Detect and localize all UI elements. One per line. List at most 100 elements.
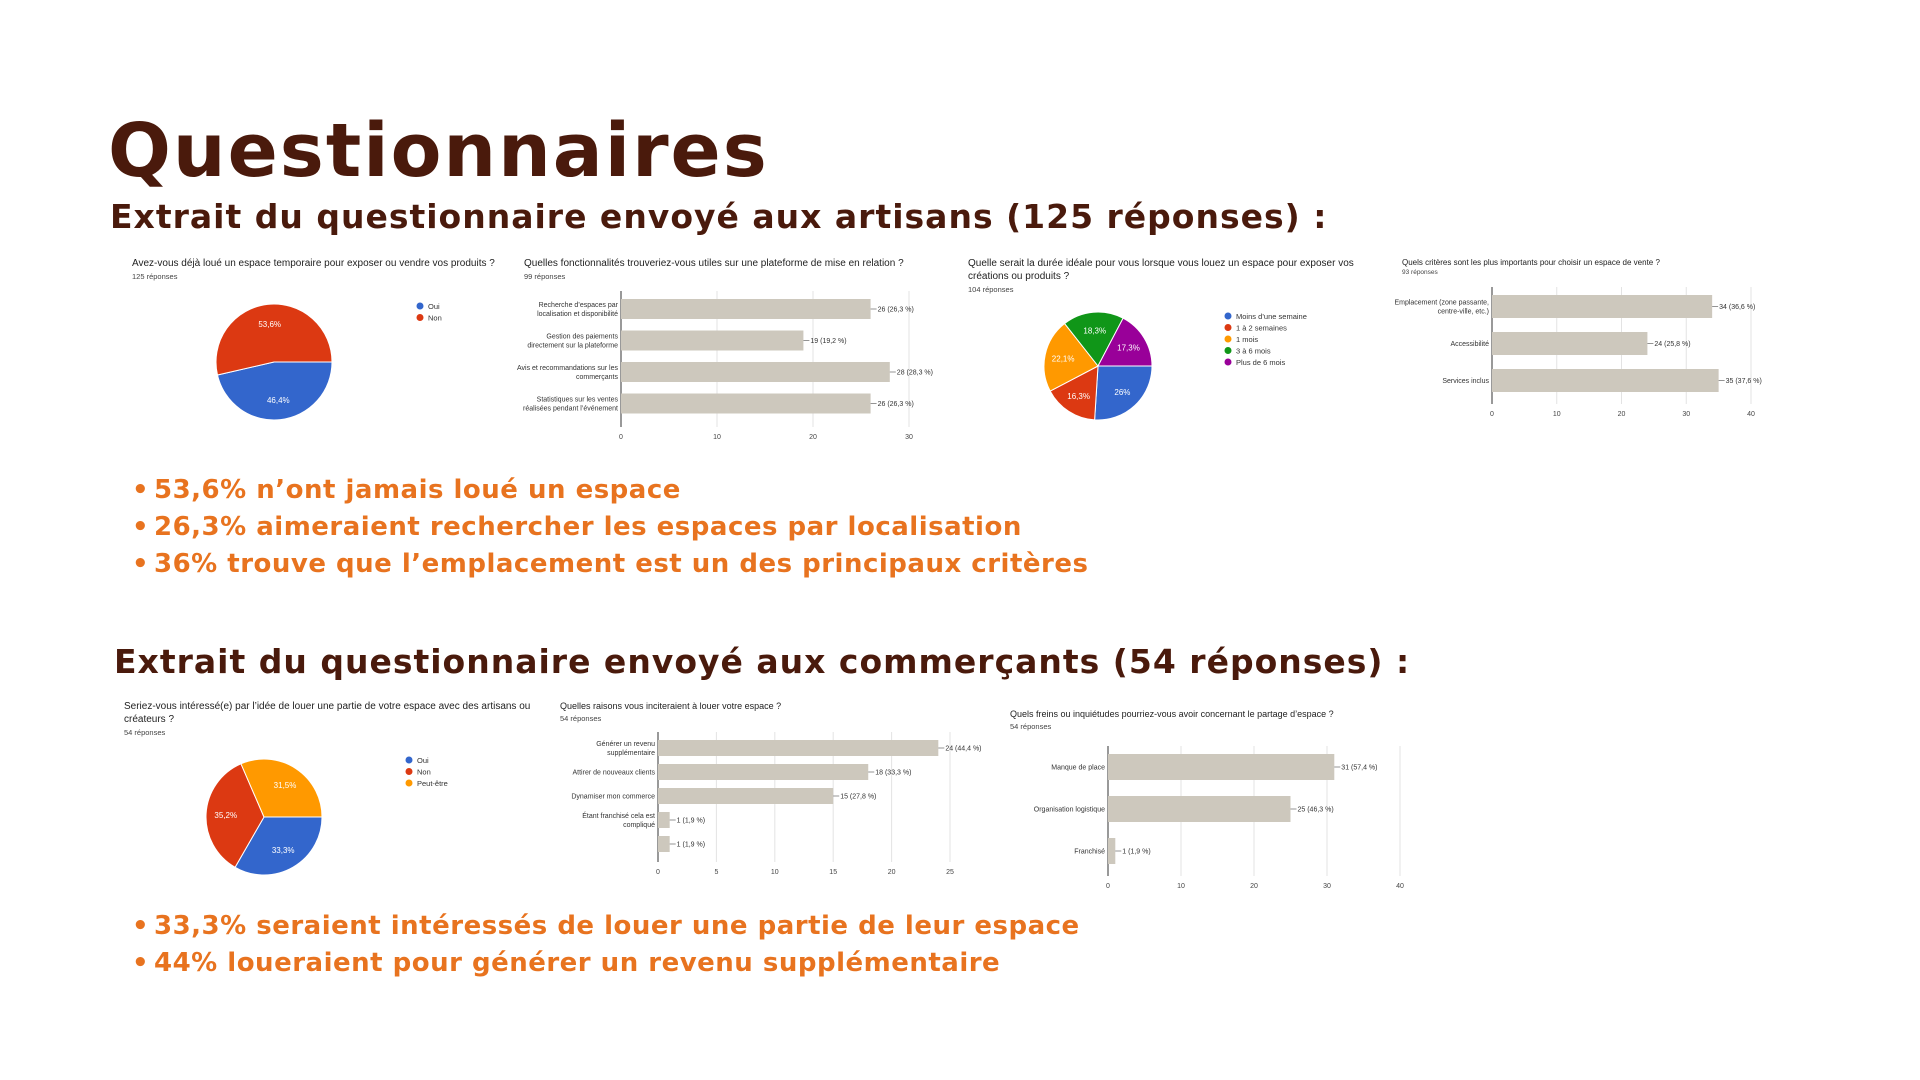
tick-label: 20 bbox=[1618, 411, 1626, 418]
bar bbox=[1108, 796, 1291, 822]
bar bbox=[658, 812, 670, 828]
bullet-dot: • bbox=[132, 911, 150, 941]
legend-label: Non bbox=[417, 768, 431, 777]
legend-swatch bbox=[1224, 347, 1232, 354]
slice-label: 33,3% bbox=[272, 846, 295, 855]
chart-response-count: 54 réponses bbox=[124, 728, 166, 737]
tick-label: 10 bbox=[1177, 883, 1185, 890]
slice-label: 53,6% bbox=[258, 320, 281, 329]
tick-label: 10 bbox=[1553, 411, 1561, 418]
slice-label: 26% bbox=[1114, 388, 1130, 397]
bar bbox=[1108, 754, 1335, 780]
bar bbox=[621, 330, 804, 351]
bar-chart-svg: 0 10 20 30 40 34 (36,6 %) Emplacement (zone pa… bbox=[1394, 287, 1762, 418]
tick-label: 20 bbox=[809, 434, 817, 441]
category-label: Avis et recommandations sur les bbox=[517, 365, 619, 372]
bar bbox=[658, 740, 939, 756]
tick-label: 30 bbox=[1682, 411, 1690, 418]
category-label: compliqué bbox=[623, 822, 655, 829]
slice-label: 35,2% bbox=[214, 811, 237, 820]
slice-label: 18,3% bbox=[1083, 327, 1106, 336]
bullet-dot: • bbox=[132, 475, 150, 505]
category-label: Dynamiser mon commerce bbox=[571, 794, 655, 801]
bar bbox=[621, 393, 871, 414]
tick-label: 40 bbox=[1396, 883, 1404, 890]
legend-swatch bbox=[1224, 312, 1232, 320]
chart-response-count: 54 réponses bbox=[1010, 722, 1052, 731]
pie-slice bbox=[234, 816, 323, 876]
legend-label: 3 à 6 mois bbox=[1236, 347, 1271, 356]
bar bbox=[1492, 295, 1713, 318]
category-label: supplémentaire bbox=[607, 750, 655, 757]
category-label: Étant franchisé cela est bbox=[582, 811, 655, 820]
category-label: Gestion des paiements bbox=[546, 334, 618, 341]
finding-text: 44% loueraient pour générer un revenu su… bbox=[154, 948, 1001, 978]
data-label: 24 (44,4 %) bbox=[945, 746, 981, 753]
bar bbox=[1492, 332, 1648, 355]
tick-label: 0 bbox=[1490, 411, 1494, 418]
bar-chart-rental-reasons: Quelles raisons vous inciteraient à loue… bbox=[560, 700, 982, 880]
tick-label: 15 bbox=[829, 869, 837, 876]
tick-label: 0 bbox=[656, 869, 660, 876]
legend-label: Oui bbox=[428, 302, 440, 311]
pie-chart-sharing-interest: Seriez-vous intéressé(e) par l’idée de l… bbox=[124, 700, 554, 880]
chart-response-count: 93 réponses bbox=[1402, 269, 1438, 276]
legend-swatch bbox=[405, 756, 413, 764]
category-label: réalisées pendant l’événement bbox=[523, 406, 618, 413]
bar-chart-selection-criteria: Quels critères sont les plus importants … bbox=[1394, 256, 1782, 418]
bar bbox=[621, 362, 890, 382]
legend-label: Plus de 6 mois bbox=[1236, 358, 1285, 367]
chart-question: Quels freins ou inquiétudes pourriez-vou… bbox=[1010, 709, 1334, 719]
category-label: Emplacement (zone passante, bbox=[1394, 300, 1489, 307]
category-label: Recherche d’espaces par bbox=[539, 302, 619, 309]
legend-swatch bbox=[1224, 358, 1232, 366]
data-label: 18 (33,3 %) bbox=[875, 770, 911, 777]
pie-slice bbox=[1049, 365, 1099, 421]
legend-label: Oui bbox=[417, 756, 429, 765]
finding-item: • 44% loueraient pour générer un revenu s… bbox=[132, 945, 1080, 982]
legend-label: 1 à 2 semaines bbox=[1236, 324, 1287, 333]
bar-chart-svg: 0 10 20 30 40 31 (57,4 %) Manque de place 25 (4… bbox=[1034, 746, 1404, 890]
category-label: Franchisé bbox=[1074, 849, 1105, 856]
data-label: 26 (26,3 %) bbox=[878, 401, 914, 408]
tick-label: 30 bbox=[1323, 883, 1331, 890]
data-label: 15 (27,8 %) bbox=[840, 794, 876, 801]
data-label: 1 (1,9 %) bbox=[1122, 849, 1150, 856]
data-label: 1 (1,9 %) bbox=[677, 818, 705, 825]
bar bbox=[1108, 838, 1116, 864]
pie-chart-svg: 33,3% 35,2% 31,5% Oui Non Peut-être bbox=[205, 756, 448, 876]
tick-label: 0 bbox=[619, 434, 623, 441]
data-label: 1 (1,9 %) bbox=[677, 842, 705, 849]
tick-label: 25 bbox=[946, 869, 954, 876]
chart-question: Avez-vous déjà loué un espace temporaire… bbox=[132, 258, 495, 269]
category-label: Organisation logistique bbox=[1034, 807, 1105, 814]
page-title: Questionnaires bbox=[108, 108, 769, 194]
tick-label: 10 bbox=[713, 434, 721, 441]
pie-slice bbox=[1097, 317, 1153, 367]
pie-chart-svg: 46,4% 53,6% Oui Non bbox=[215, 302, 442, 421]
finding-text: 26,3% aimeraient rechercher les espaces … bbox=[154, 512, 1022, 542]
tick-label: 30 bbox=[905, 434, 913, 441]
category-label: Statistiques sur les ventes bbox=[537, 397, 619, 404]
artisans-section-heading: Extrait du questionnaire envoyé aux arti… bbox=[110, 197, 1328, 236]
tick-label: 20 bbox=[888, 869, 896, 876]
category-label: commerçants bbox=[576, 374, 619, 381]
finding-text: 53,6% n’ont jamais loué un espace bbox=[154, 475, 681, 505]
bar bbox=[658, 764, 869, 780]
tick-label: 40 bbox=[1747, 411, 1755, 418]
data-label: 35 (37,6 %) bbox=[1726, 378, 1762, 385]
pie-chart-svg: 26% 16,3% 22,1% 18,3% 17,3% Moins d’une semai… bbox=[1043, 311, 1307, 421]
artisans-key-findings: • 53,6% n’ont jamais loué un espace • 26,3… bbox=[132, 472, 1088, 583]
pie-chart-ideal-duration: Quelle serait la durée idéale pour vous … bbox=[968, 257, 1388, 427]
bar-chart-svg: 0 5 10 15 20 25 24 (44,4 %) Générer un revenu su… bbox=[571, 732, 982, 876]
legend-swatch bbox=[1224, 324, 1232, 331]
legend-swatch bbox=[405, 779, 413, 787]
category-label: Générer un revenu bbox=[596, 741, 655, 748]
legend-label: Moins d’une semaine bbox=[1236, 312, 1307, 321]
slice-label: 31,5% bbox=[274, 781, 297, 790]
tick-label: 20 bbox=[1250, 883, 1258, 890]
merchants-section-heading: Extrait du questionnaire envoyé aux comm… bbox=[114, 642, 1411, 681]
finding-item: • 33,3% seraient intéressés de louer une … bbox=[132, 908, 1080, 945]
data-label: 31 (57,4 %) bbox=[1341, 765, 1377, 772]
finding-item: • 53,6% n’ont jamais loué un espace bbox=[132, 472, 1088, 509]
